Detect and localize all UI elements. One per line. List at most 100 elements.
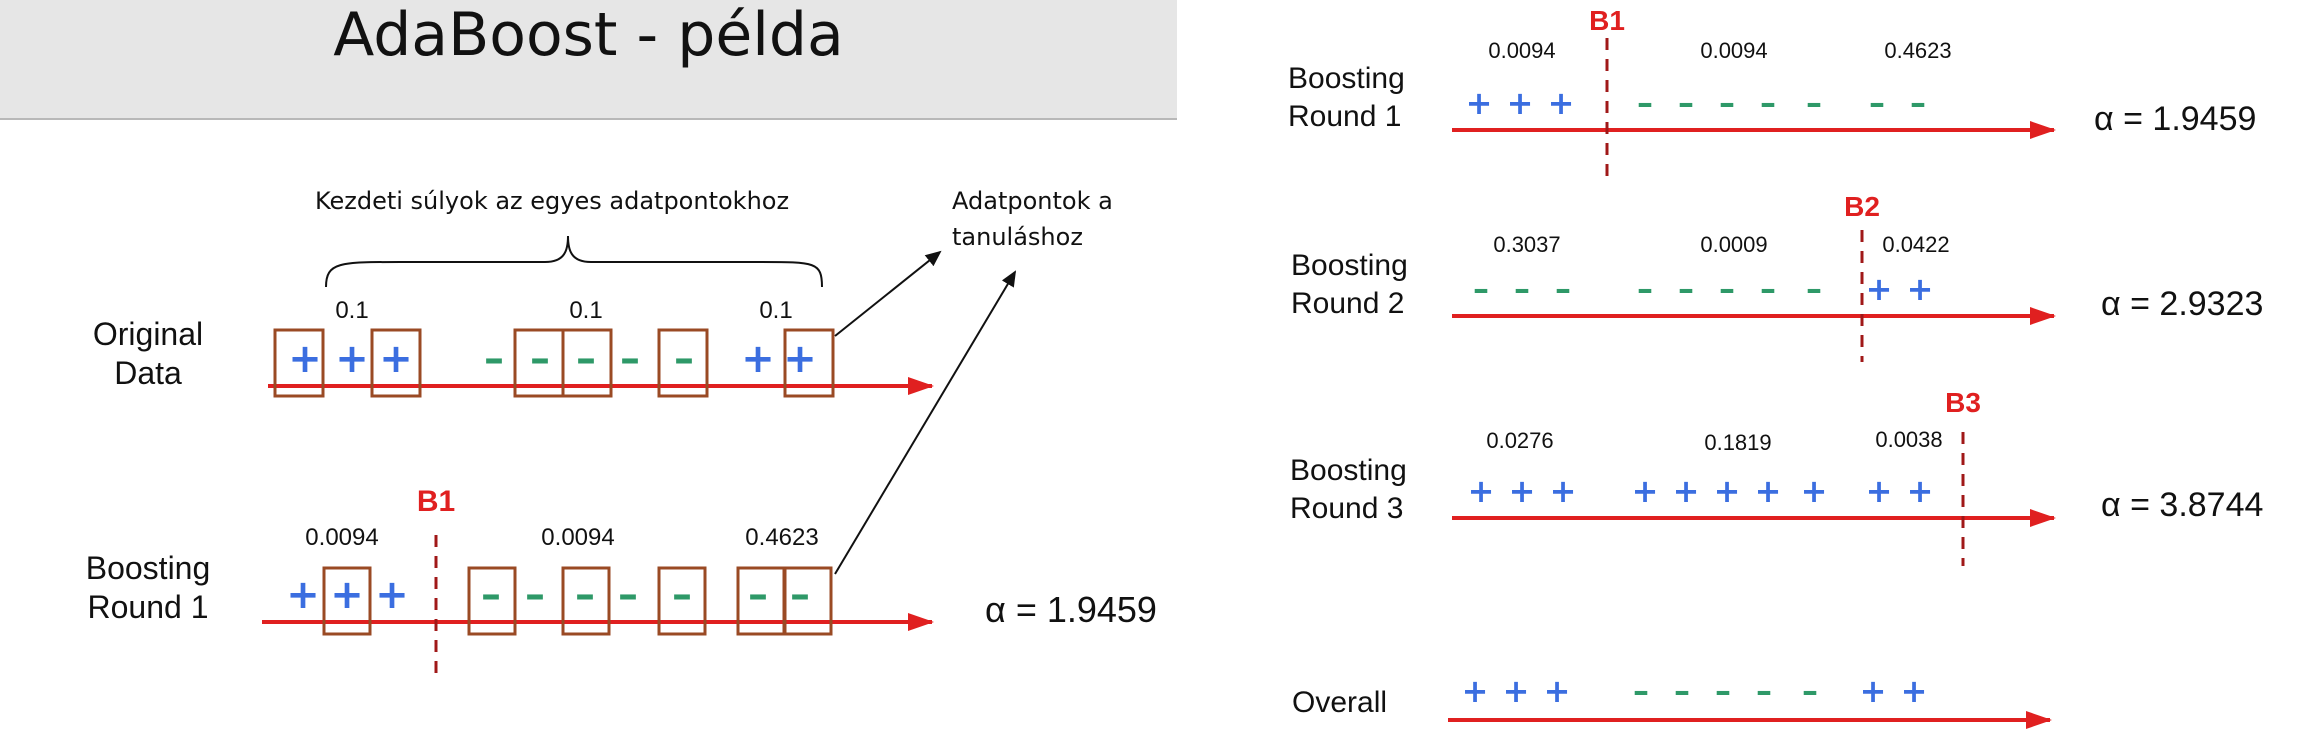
weight-label: 0.0038 xyxy=(1875,427,1942,452)
minus-point: – xyxy=(674,336,694,382)
note-line-2: tanuláshoz xyxy=(952,223,1083,251)
overall-label: Overall xyxy=(1292,686,1387,719)
row-label-line-1: Boosting xyxy=(1288,62,1405,95)
minus-point: – xyxy=(1514,270,1530,308)
plus-point: + xyxy=(1550,472,1577,510)
plus-point: + xyxy=(1866,270,1893,308)
right-panel: Boosting Round 1 B1 0.0094 0.0094 0.4623… xyxy=(1288,5,2263,729)
minus-point: – xyxy=(1869,84,1885,122)
minus-point: – xyxy=(1806,84,1822,122)
weight-label: 0.0094 xyxy=(1700,38,1767,63)
minus-point: – xyxy=(1678,84,1694,122)
weight-label: 0.0276 xyxy=(1486,428,1553,453)
header-band xyxy=(0,0,1177,120)
minus-point: – xyxy=(620,336,640,382)
plus-point: + xyxy=(330,572,364,618)
weight-label: 0.0094 xyxy=(541,524,614,551)
minus-point: – xyxy=(1910,84,1926,122)
plus-point: + xyxy=(1503,672,1530,710)
row-label-line-1: Original xyxy=(93,316,203,352)
plus-point: + xyxy=(335,336,369,382)
right-round1-row: Boosting Round 1 B1 0.0094 0.0094 0.4623… xyxy=(1288,5,2256,176)
plus-point: + xyxy=(1801,472,1828,510)
minus-point: – xyxy=(618,572,638,618)
weight-label: 0.1 xyxy=(569,297,602,324)
page-title: AdaBoost - példa xyxy=(333,0,844,70)
weight-label: 0.1819 xyxy=(1704,430,1771,455)
plus-point: + xyxy=(1907,270,1934,308)
weight-label: 0.1 xyxy=(335,297,368,324)
plus-point: + xyxy=(1548,84,1575,122)
minus-point: – xyxy=(1473,270,1489,308)
minus-point: – xyxy=(1637,84,1653,122)
boundary-label: B2 xyxy=(1844,191,1880,222)
note-arrow-round1 xyxy=(834,270,1017,575)
plus-point: + xyxy=(288,336,322,382)
plus-point: + xyxy=(741,336,775,382)
right-round2-row: Boosting Round 2 B2 0.3037 0.0009 0.0422… xyxy=(1291,191,2263,362)
row-label-line-2: Round 3 xyxy=(1290,492,1403,525)
weight-label: 0.0422 xyxy=(1882,232,1949,257)
right-round3-row: Boosting Round 3 B3 0.0276 0.1819 0.0038… xyxy=(1290,387,2263,566)
minus-point: – xyxy=(790,572,810,618)
plus-point: + xyxy=(1907,472,1934,510)
sample-box xyxy=(657,566,707,636)
plus-point: + xyxy=(1860,672,1887,710)
plus-point: + xyxy=(1755,472,1782,510)
minus-point: – xyxy=(525,572,545,618)
note-arrow-original xyxy=(834,250,942,337)
weight-label: 0.3037 xyxy=(1493,232,1560,257)
minus-point: – xyxy=(530,336,550,382)
minus-point: – xyxy=(1806,270,1822,308)
original-data-row: Original Data 0.1 0.1 0.1 + + + – – – – – + + xyxy=(93,297,934,398)
sample-box xyxy=(783,328,835,398)
sample-box xyxy=(561,328,613,398)
sample-box xyxy=(370,328,422,398)
minus-point: – xyxy=(1715,672,1731,710)
minus-point: – xyxy=(481,572,501,618)
plus-point: + xyxy=(1509,472,1536,510)
weight-label: 0.4623 xyxy=(745,524,818,551)
weight-label: 0.1 xyxy=(759,297,792,324)
plus-point: + xyxy=(379,336,413,382)
plus-point: + xyxy=(1507,84,1534,122)
minus-point: – xyxy=(1719,84,1735,122)
minus-point: – xyxy=(748,572,768,618)
plus-point: + xyxy=(1901,672,1928,710)
minus-point: – xyxy=(1760,84,1776,122)
minus-point: – xyxy=(484,336,504,382)
plus-point: + xyxy=(1866,472,1893,510)
row-label-line-2: Data xyxy=(114,355,182,391)
minus-point: – xyxy=(1637,270,1653,308)
alpha-label: α = 3.8744 xyxy=(2101,486,2263,524)
plus-point: + xyxy=(1466,84,1493,122)
plus-point: + xyxy=(1673,472,1700,510)
minus-point: – xyxy=(1760,270,1776,308)
note-line-1: Adatpontok a xyxy=(952,187,1113,215)
brace-label: Kezdeti súlyok az egyes adatpontokhoz xyxy=(315,187,789,215)
sample-box xyxy=(561,566,611,636)
alpha-label: α = 1.9459 xyxy=(2094,100,2256,138)
boundary-label: B1 xyxy=(1589,5,1625,36)
round1-row: Boosting Round 1 B1 0.0094 0.0094 0.4623… xyxy=(86,485,1157,680)
row-label-line-2: Round 2 xyxy=(1291,287,1404,320)
boundary-label: B1 xyxy=(417,485,455,518)
minus-point: – xyxy=(1756,672,1772,710)
sample-box xyxy=(467,566,517,636)
left-panel: Kezdeti súlyok az egyes adatpontokhoz Ad… xyxy=(86,187,1157,680)
minus-point: – xyxy=(1678,270,1694,308)
minus-point: – xyxy=(576,336,596,382)
row-label-line-2: Round 1 xyxy=(88,589,209,625)
plus-point: + xyxy=(1714,472,1741,510)
minus-point: – xyxy=(1802,672,1818,710)
weight-label: 0.0009 xyxy=(1700,232,1767,257)
weight-label: 0.4623 xyxy=(1884,38,1951,63)
row-label-line-1: Boosting xyxy=(1291,249,1408,282)
plus-point: + xyxy=(286,572,320,618)
row-label-line-1: Boosting xyxy=(1290,454,1407,487)
plus-point: + xyxy=(1544,672,1571,710)
minus-point: – xyxy=(1719,270,1735,308)
weight-label: 0.0094 xyxy=(305,524,378,551)
sample-box xyxy=(322,566,372,636)
